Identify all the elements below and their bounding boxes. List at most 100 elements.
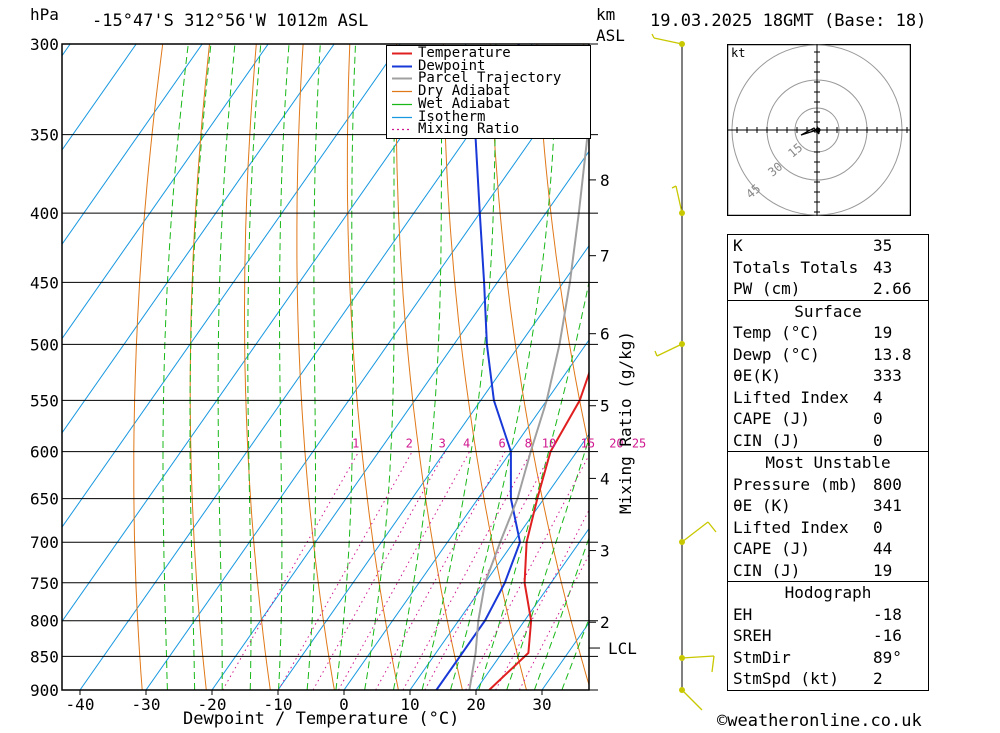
km-tick-label: 5 (600, 397, 610, 416)
legend-label: Dry Adiabat (418, 83, 511, 100)
legend-swatch (392, 90, 412, 93)
index-label: CIN (J) (733, 430, 801, 450)
index-row: StmDir 89° (728, 647, 928, 669)
x-tick-label: 10 (400, 695, 419, 714)
dry-adiabat-line (395, 44, 463, 690)
dry-adiabat-line (442, 44, 527, 690)
mixing-ratio-label: 15 (581, 437, 595, 451)
km-tick-label: 2 (600, 613, 610, 632)
index-value: 800 (873, 474, 902, 494)
index-label: θE (K) (733, 496, 791, 515)
dry-adiabat-line (296, 44, 335, 690)
pressure-tick-label: 500 (30, 335, 59, 354)
wind-barb (654, 343, 683, 357)
pressure-tick-label: 400 (30, 204, 59, 223)
wind-barb-dot (679, 539, 685, 545)
lcl-label: LCL (608, 639, 637, 658)
index-value: 43 (873, 257, 893, 277)
index-row: Lifted Index 4 (728, 387, 928, 409)
wet-adiabat-line (364, 44, 397, 690)
index-label: Temp (°C) (733, 323, 820, 342)
index-row: θE(K) 333 (728, 365, 928, 387)
legend-label: Dewpoint (418, 57, 486, 74)
km-tick-label: 8 (600, 171, 610, 190)
index-value: 44 (873, 539, 893, 558)
legend-swatch (392, 116, 412, 118)
wet-adiabat-line (217, 44, 236, 690)
index-value: -18 (873, 604, 902, 624)
km-tick-label: 3 (600, 542, 610, 561)
isotherm-line (62, 44, 335, 434)
legend: Temperature Dewpoint Parcel Trajectory Dry … (386, 45, 591, 139)
x-tick-label: -10 (264, 695, 293, 714)
pressure-tick-label: 300 (30, 35, 59, 54)
isotherm-line (0, 44, 4, 690)
index-label: CAPE (J) (733, 409, 811, 428)
legend-swatch (392, 52, 412, 55)
mixing-ratio-line (402, 451, 532, 690)
hpa-unit-label: hPa (30, 5, 59, 24)
index-value: 2 (873, 669, 883, 688)
index-row: CIN (J) 19 (728, 560, 928, 582)
legend-label: Wet Adiabat (418, 95, 511, 112)
dry-adiabat-line (489, 44, 589, 687)
wind-barb (681, 689, 703, 711)
surface-title: Surface (794, 301, 862, 321)
index-row: Dewp (°C) 13.8 (728, 344, 928, 366)
pressure-tick-label: 600 (30, 443, 59, 462)
mixing-ratio-label: 3 (439, 437, 446, 451)
index-value: 341 (873, 496, 902, 515)
x-tick-label: -20 (198, 695, 227, 714)
wet-adiabat-line (306, 44, 321, 690)
index-row: Totals Totals 43 (728, 257, 928, 279)
wet-adiabat-line (421, 44, 497, 690)
wet-adiabat-line (533, 536, 589, 690)
x-tick-label: 30 (532, 695, 551, 714)
pressure-tick-label: 700 (30, 533, 59, 552)
legend-label: Temperature (418, 45, 511, 61)
mixing-ratio-line (424, 451, 553, 690)
mixing-ratio-label: 25 (632, 437, 646, 451)
dry-adiabat-line (958, 44, 1000, 690)
datetime-title: 19.03.2025 18GMT (Base: 18) (650, 11, 927, 31)
x-tick-label: 0 (339, 695, 349, 714)
wind-barb (651, 33, 683, 45)
pressure-tick-label: 450 (30, 273, 59, 292)
index-label: StmDir (733, 647, 791, 667)
index-label: Pressure (mb) (733, 474, 859, 494)
wind-barb (681, 521, 717, 543)
wind-barb-dot (679, 41, 685, 47)
wind-barb-dot (679, 341, 685, 347)
legend-swatch (392, 103, 412, 105)
location-title: -15°47'S 312°56'W 1012m ASL (92, 11, 369, 31)
mixing-ratio-label: 20 (609, 437, 623, 451)
wind-barb-dot (679, 210, 685, 216)
index-value: 13.8 (873, 344, 912, 364)
hodograph-unit: kt (731, 46, 745, 60)
index-row: Lifted Index 0 (728, 517, 928, 539)
index-label: K (733, 236, 743, 255)
mixing-ratio-label: 6 (498, 437, 505, 451)
wet-adiabat-line (506, 436, 589, 690)
legend-swatch (392, 77, 412, 80)
storm-motion-marker (815, 127, 821, 133)
index-value: 19 (873, 323, 893, 342)
mixing-ratio-line (222, 451, 360, 690)
index-row: EH -18 (728, 604, 928, 626)
x-axis-title: Dewpoint / Temperature (°C) (183, 709, 460, 729)
mixing-ratio-label: 4 (463, 437, 470, 451)
legend-label: Mixing Ratio (418, 121, 520, 138)
mixing-ratio-line (278, 451, 413, 690)
index-value: 0 (873, 430, 883, 450)
index-value: 333 (873, 366, 902, 385)
index-row: Temp (°C) 19 (728, 322, 928, 344)
wet-adiabat-line (393, 44, 443, 690)
index-value: 19 (873, 560, 893, 580)
isotherm-line (62, 44, 401, 529)
legend-label: Parcel Trajectory (418, 70, 562, 87)
index-label: PW (cm) (733, 279, 801, 298)
isotherm-line (62, 44, 269, 340)
legend-label: Isotherm (418, 108, 486, 125)
plot-frame (61, 43, 590, 691)
index-label: CAPE (J) (733, 539, 811, 558)
